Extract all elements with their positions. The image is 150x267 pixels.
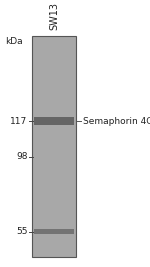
Text: 98: 98 (16, 152, 28, 161)
Text: 117: 117 (10, 117, 28, 126)
FancyBboxPatch shape (34, 117, 74, 125)
Text: Semaphorin 4C: Semaphorin 4C (83, 117, 150, 126)
Text: kDa: kDa (5, 37, 23, 46)
FancyBboxPatch shape (32, 36, 76, 257)
FancyBboxPatch shape (34, 229, 74, 234)
Text: 55: 55 (16, 227, 28, 236)
Text: SW13: SW13 (49, 2, 59, 30)
